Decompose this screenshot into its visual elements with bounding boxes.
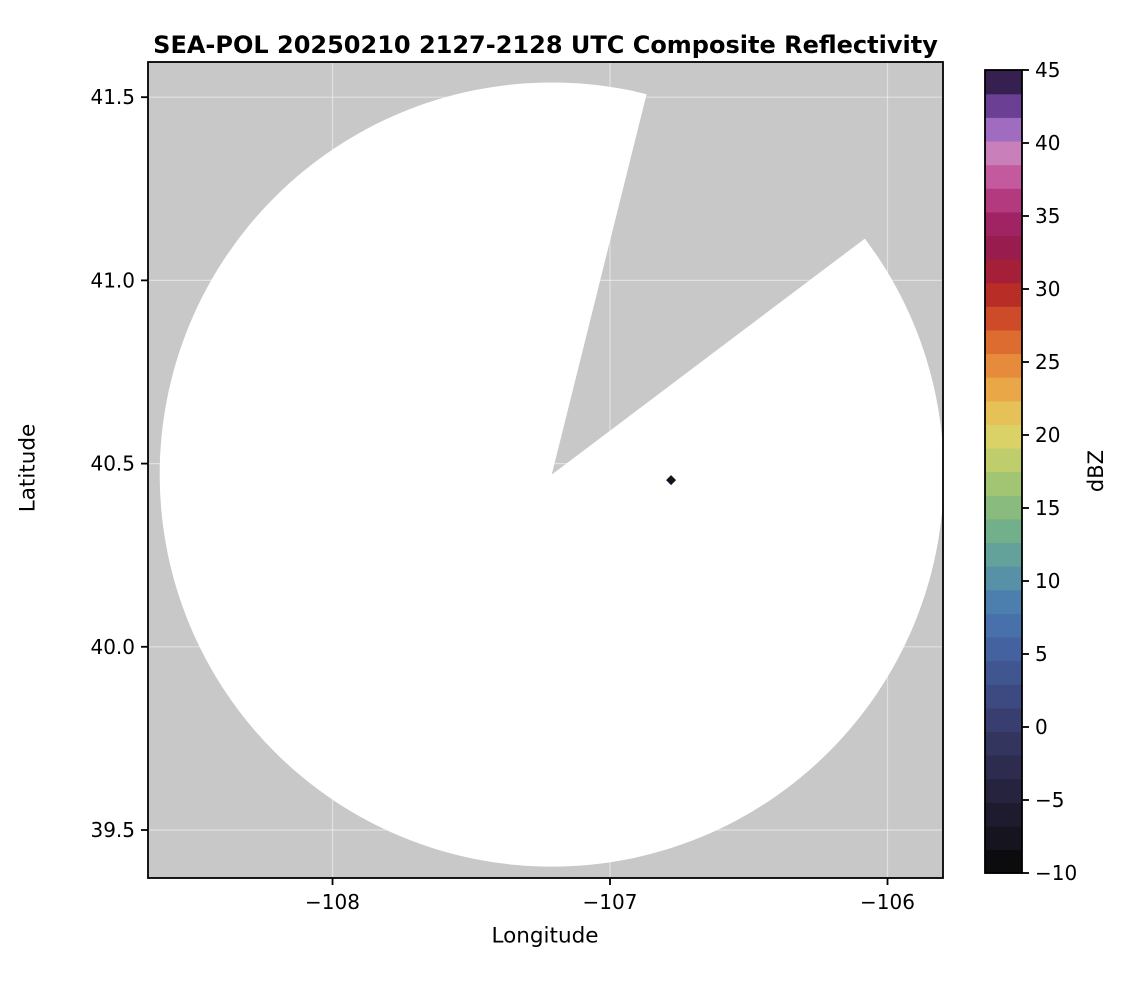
colorbar-segment <box>985 754 1022 780</box>
colorbar-segment <box>985 778 1022 803</box>
colorbar-tick-label: 5 <box>1035 642 1048 666</box>
chart-title: SEA-POL 20250210 2127-2128 UTC Composite… <box>153 31 938 59</box>
colorbar-segment <box>985 140 1022 166</box>
colorbar-segment <box>985 164 1022 189</box>
colorbar-segment <box>985 589 1022 614</box>
colorbar-segment <box>985 211 1022 237</box>
y-tick-label: 39.5 <box>90 818 135 842</box>
colorbar-segment <box>985 70 1022 95</box>
colorbar-segment <box>985 306 1022 331</box>
colorbar-tick-label: 40 <box>1035 131 1060 155</box>
colorbar-segment <box>985 353 1022 378</box>
colorbar-segment <box>985 424 1022 449</box>
x-tick-label: −106 <box>860 890 915 914</box>
colorbar-segment <box>985 447 1022 473</box>
y-tick-label: 40.0 <box>90 635 135 659</box>
colorbar-segment <box>985 400 1022 425</box>
colorbar-frame <box>984 69 1023 874</box>
plot-area <box>148 62 943 878</box>
plot-frame <box>147 61 944 879</box>
colorbar-segment <box>985 329 1022 355</box>
colorbar-segment <box>985 707 1022 732</box>
colorbar-tick-label: 10 <box>1035 569 1060 593</box>
y-axis-label: Latitude <box>15 423 41 513</box>
colorbar-segment <box>985 188 1022 213</box>
colorbar-segment <box>985 235 1022 260</box>
reflectivity-echo-marker <box>666 475 677 486</box>
x-axis-label: Longitude <box>491 923 599 949</box>
y-tick-label: 41.5 <box>90 85 135 109</box>
y-tick-label: 40.5 <box>90 452 135 476</box>
colorbar-segment <box>985 660 1022 685</box>
colorbar-segment <box>985 636 1022 662</box>
missing-data-sector <box>551 80 877 475</box>
colorbar-segment <box>985 377 1022 402</box>
colorbar-segment <box>985 825 1022 851</box>
x-tick-label: −108 <box>305 890 360 914</box>
colorbar-tick-label: 0 <box>1035 715 1048 739</box>
colorbar-segment <box>985 93 1022 118</box>
colorbar-tick-label: 25 <box>1035 350 1060 374</box>
colorbar-tick-label: 15 <box>1035 496 1060 520</box>
colorbar-tick-label: −10 <box>1035 861 1077 885</box>
colorbar-segment <box>985 731 1022 756</box>
colorbar-segment <box>985 282 1022 307</box>
colorbar-tick-label: 45 <box>1035 58 1060 82</box>
colorbar-segment <box>985 802 1022 827</box>
colorbar-segment <box>985 684 1022 709</box>
colorbar-tick-label: 30 <box>1035 277 1060 301</box>
colorbar-segment <box>985 471 1022 496</box>
colorbar-segment <box>985 849 1022 874</box>
axes: −108 −107 −106 39.5 40.0 40.5 41.0 41.5 <box>90 61 944 914</box>
colorbar-segment <box>985 117 1022 142</box>
colorbar-segment <box>985 542 1022 567</box>
colorbar-segment <box>985 258 1022 284</box>
colorbar-tick-label: 35 <box>1035 204 1060 228</box>
colorbar-segment <box>985 565 1022 591</box>
colorbar-segment <box>985 613 1022 638</box>
colorbar-label: dBZ <box>1084 449 1108 493</box>
colorbar-segment <box>985 495 1022 520</box>
colorbar-tick-label: 20 <box>1035 423 1060 447</box>
colorbar: −10 −5 0 5 10 15 20 25 30 35 40 45 <box>984 58 1077 885</box>
colorbar-segment <box>985 518 1022 544</box>
colorbar-tick-label: −5 <box>1035 788 1064 812</box>
y-tick-label: 41.0 <box>90 268 135 292</box>
x-tick-label: −107 <box>583 890 638 914</box>
